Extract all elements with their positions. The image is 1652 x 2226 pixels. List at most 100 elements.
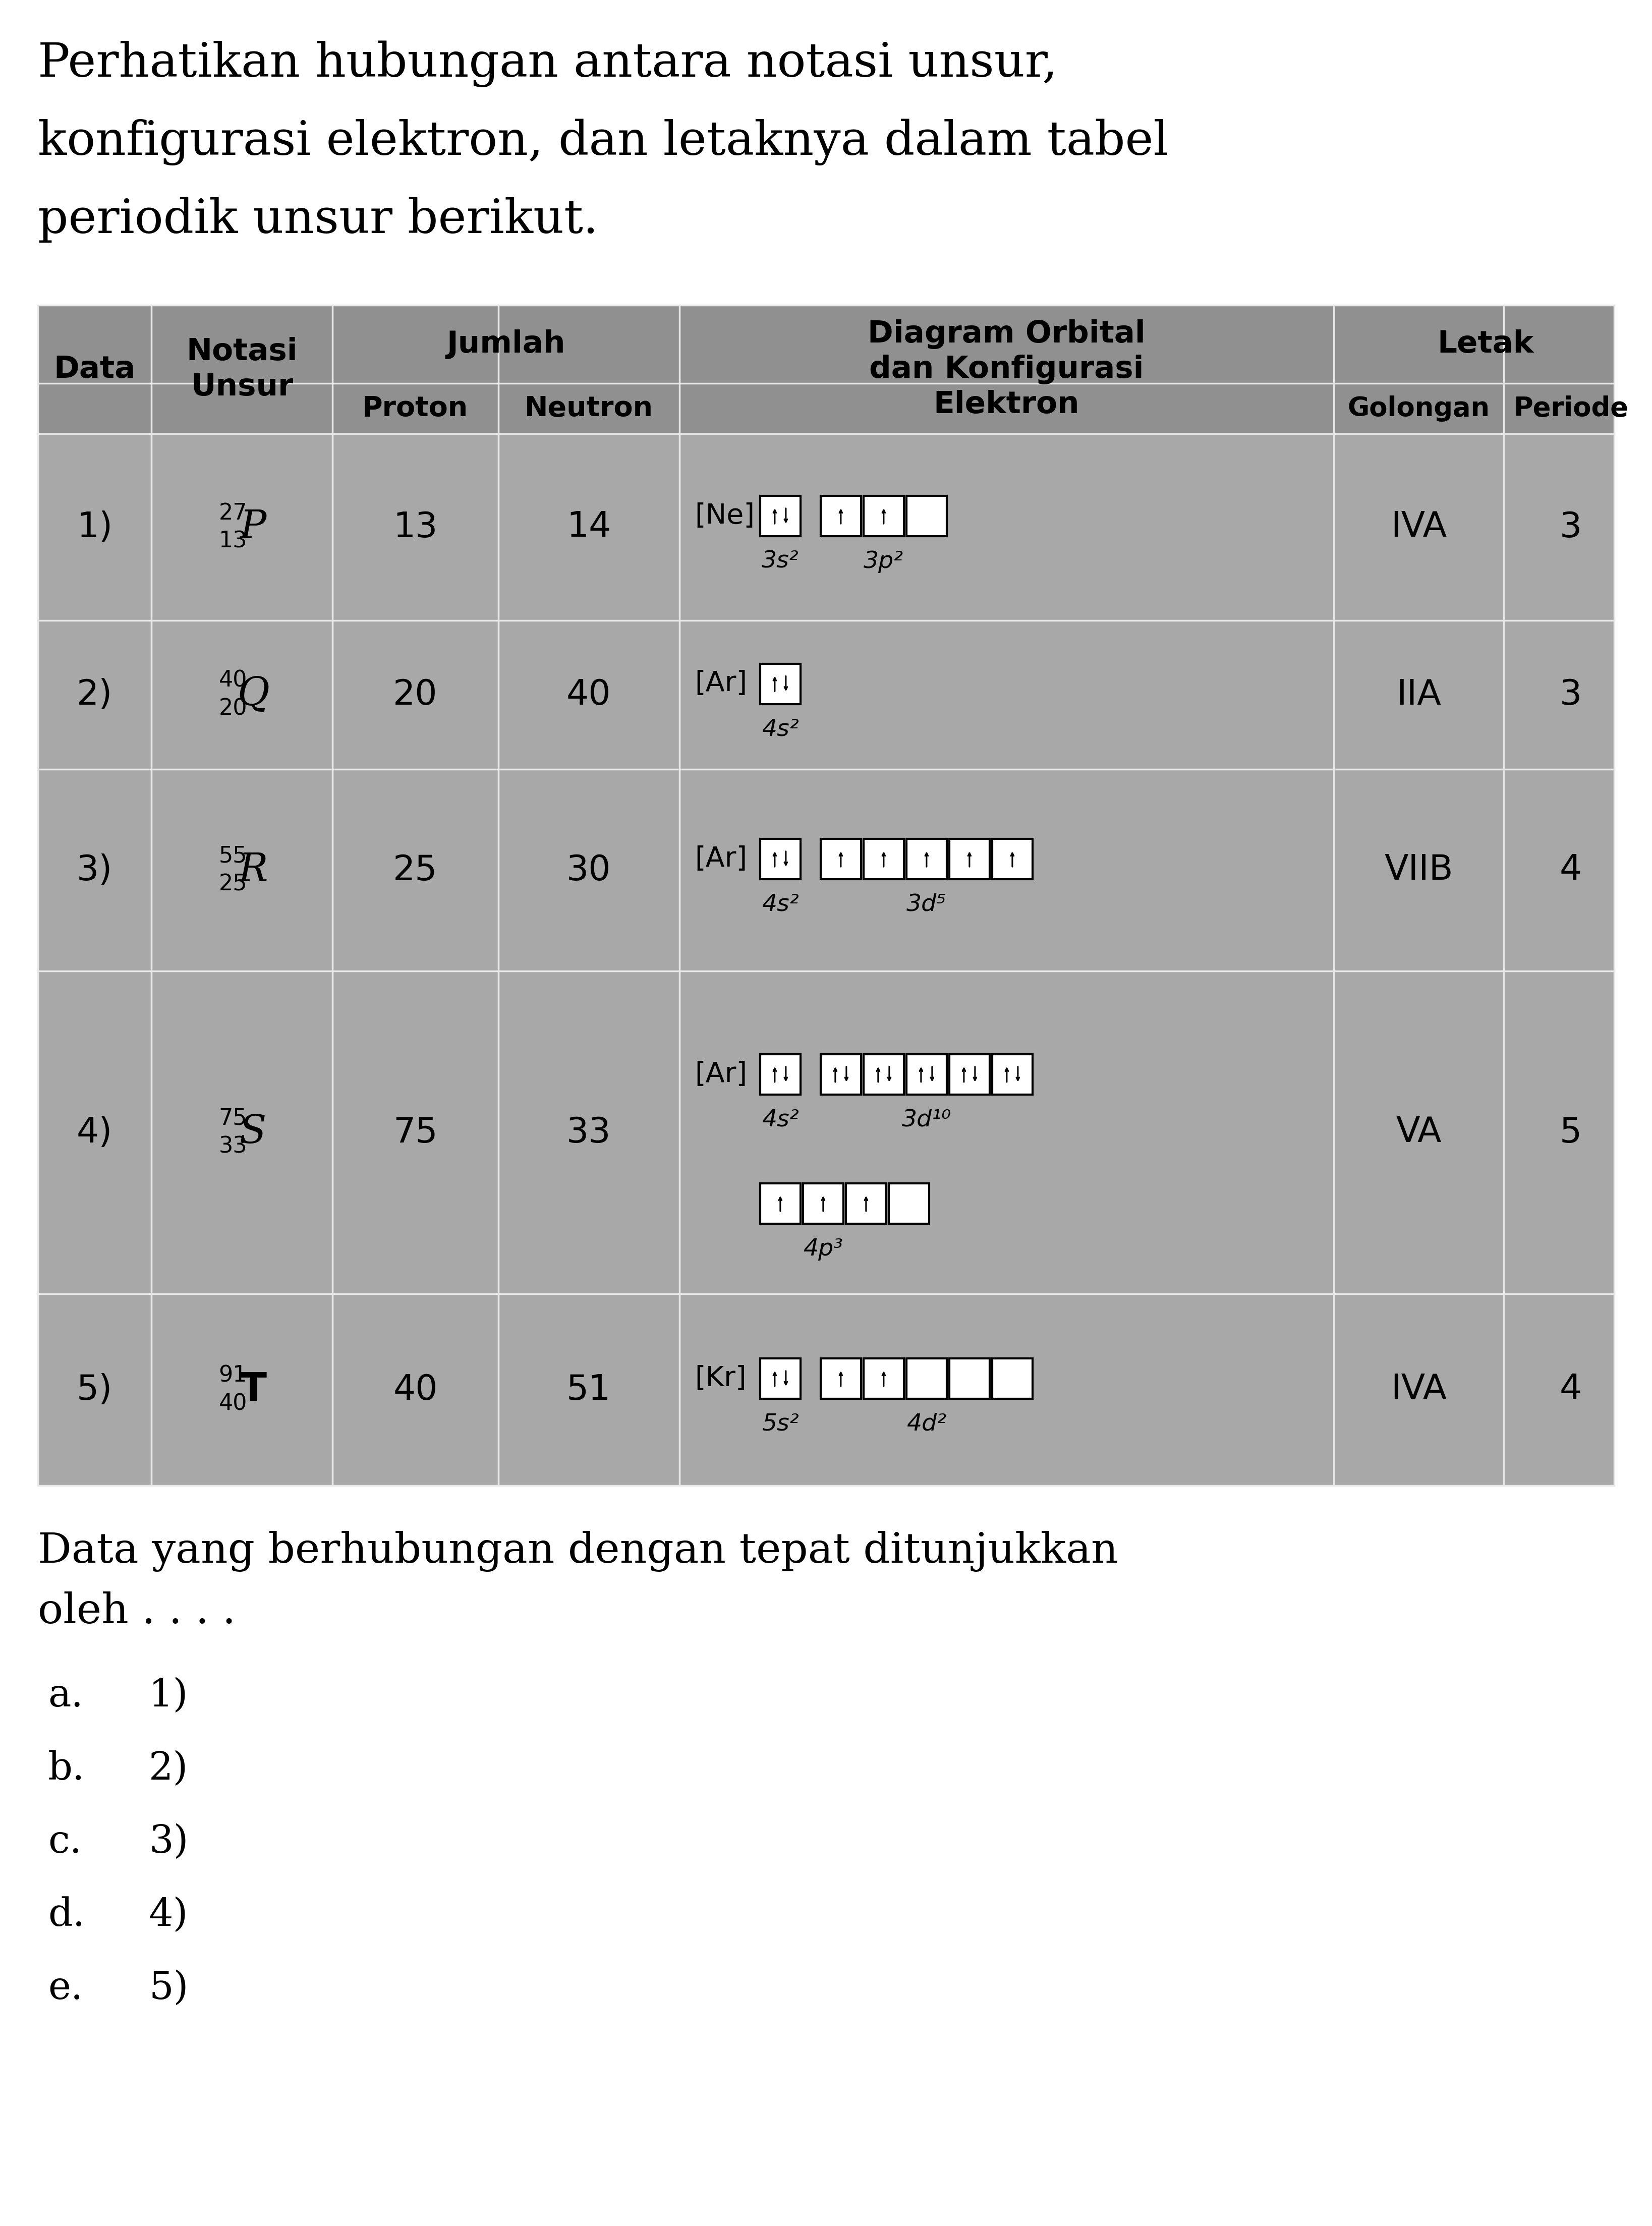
Text: e.: e. (48, 1970, 83, 2008)
Text: 3): 3) (149, 1823, 188, 1861)
Text: 3d⁵: 3d⁵ (907, 893, 947, 917)
Text: Q: Q (236, 674, 269, 715)
Text: b.: b. (48, 1750, 84, 1787)
Text: Data: Data (53, 354, 135, 385)
Text: [Ar]: [Ar] (694, 670, 747, 697)
Text: a.: a. (48, 1676, 83, 1714)
Text: Diagram Orbital
dan Konfigurasi
Elektron: Diagram Orbital dan Konfigurasi Elektron (867, 318, 1145, 421)
Text: R: R (238, 850, 268, 890)
Text: 75: 75 (393, 1115, 438, 1149)
Text: 75: 75 (218, 1109, 248, 1129)
Text: 4p³: 4p³ (803, 1238, 843, 1260)
Bar (864, 496, 904, 536)
Text: Jumlah: Jumlah (446, 329, 565, 358)
Text: 1): 1) (149, 1676, 188, 1714)
Bar (950, 839, 990, 879)
Text: 4s²: 4s² (762, 719, 800, 741)
Text: IIA: IIA (1396, 679, 1441, 712)
Text: c.: c. (48, 1823, 81, 1861)
Text: 14: 14 (567, 510, 611, 543)
Text: S: S (240, 1113, 266, 1151)
Bar (907, 839, 947, 879)
Text: 1): 1) (76, 510, 112, 543)
Text: 40: 40 (218, 670, 248, 692)
Text: 51: 51 (567, 1373, 611, 1407)
Text: IVA: IVA (1391, 1373, 1447, 1407)
Text: Neutron: Neutron (524, 394, 653, 423)
Bar (803, 1184, 843, 1224)
Text: 25: 25 (218, 873, 248, 895)
Text: 91: 91 (218, 1365, 248, 1387)
Text: VA: VA (1396, 1115, 1442, 1149)
Text: oleh . . . .: oleh . . . . (38, 1592, 236, 1632)
Text: 25: 25 (393, 853, 438, 886)
Bar (907, 496, 947, 536)
Text: 30: 30 (567, 853, 611, 886)
Bar (993, 1358, 1032, 1398)
Text: [Ne]: [Ne] (694, 503, 755, 530)
Text: Periode: Periode (1513, 396, 1629, 421)
Text: 3): 3) (76, 853, 112, 886)
Text: 5): 5) (76, 1373, 112, 1407)
Text: 2): 2) (149, 1750, 188, 1787)
Text: Data yang berhubungan dengan tepat ditunjukkan: Data yang berhubungan dengan tepat ditun… (38, 1531, 1118, 1572)
Bar (821, 1055, 861, 1095)
Text: 20: 20 (393, 679, 438, 712)
Text: [Ar]: [Ar] (694, 846, 747, 873)
Text: P: P (240, 508, 266, 545)
Bar (864, 839, 904, 879)
Text: VIIB: VIIB (1384, 853, 1454, 886)
Text: 3: 3 (1559, 679, 1583, 712)
Text: 3s²: 3s² (762, 550, 800, 572)
Text: 33: 33 (567, 1115, 611, 1149)
Bar (950, 1055, 990, 1095)
Text: 5s²: 5s² (762, 1414, 800, 1436)
Text: 13: 13 (218, 530, 248, 552)
Text: periodik unsur berikut.: periodik unsur berikut. (38, 196, 598, 243)
Text: 3d¹⁰: 3d¹⁰ (902, 1109, 952, 1131)
Bar (889, 1184, 928, 1224)
Bar (760, 663, 801, 703)
Bar (760, 496, 801, 536)
Bar (760, 839, 801, 879)
Text: [Kr]: [Kr] (694, 1365, 747, 1391)
Text: 4s²: 4s² (762, 1109, 800, 1131)
Text: 5): 5) (149, 1970, 188, 2008)
Text: IVA: IVA (1391, 510, 1447, 543)
Text: 55: 55 (218, 846, 248, 866)
Text: 4s²: 4s² (762, 893, 800, 917)
Text: Notasi
Unsur: Notasi Unsur (187, 336, 297, 403)
Text: Golongan: Golongan (1348, 396, 1490, 421)
Text: d.: d. (48, 1897, 84, 1934)
Bar (864, 1358, 904, 1398)
Text: 4: 4 (1559, 853, 1583, 886)
Bar (38, 305, 1614, 434)
Text: 3: 3 (1559, 510, 1583, 543)
Text: 2): 2) (76, 679, 112, 712)
Text: 27: 27 (218, 503, 248, 523)
Bar (821, 1358, 861, 1398)
Text: Proton: Proton (362, 394, 469, 423)
Text: 40: 40 (393, 1373, 438, 1407)
Text: Perhatikan hubungan antara notasi unsur,: Perhatikan hubungan antara notasi unsur, (38, 40, 1057, 87)
Bar (864, 1055, 904, 1095)
Text: Letak: Letak (1437, 329, 1535, 358)
Text: 40: 40 (567, 679, 611, 712)
Text: 3p²: 3p² (864, 550, 904, 572)
Text: 4): 4) (149, 1897, 188, 1934)
Text: [Ar]: [Ar] (694, 1062, 747, 1089)
Text: 40: 40 (218, 1393, 248, 1416)
Text: 20: 20 (218, 699, 248, 719)
Bar (907, 1358, 947, 1398)
Text: 13: 13 (393, 510, 438, 543)
Bar (760, 1184, 801, 1224)
Bar (821, 496, 861, 536)
Bar (993, 839, 1032, 879)
Text: 4d²: 4d² (907, 1414, 947, 1436)
Text: 4: 4 (1559, 1373, 1583, 1407)
Bar (760, 1358, 801, 1398)
Text: 33: 33 (218, 1135, 248, 1158)
Bar (821, 839, 861, 879)
Bar (950, 1358, 990, 1398)
Bar (993, 1055, 1032, 1095)
